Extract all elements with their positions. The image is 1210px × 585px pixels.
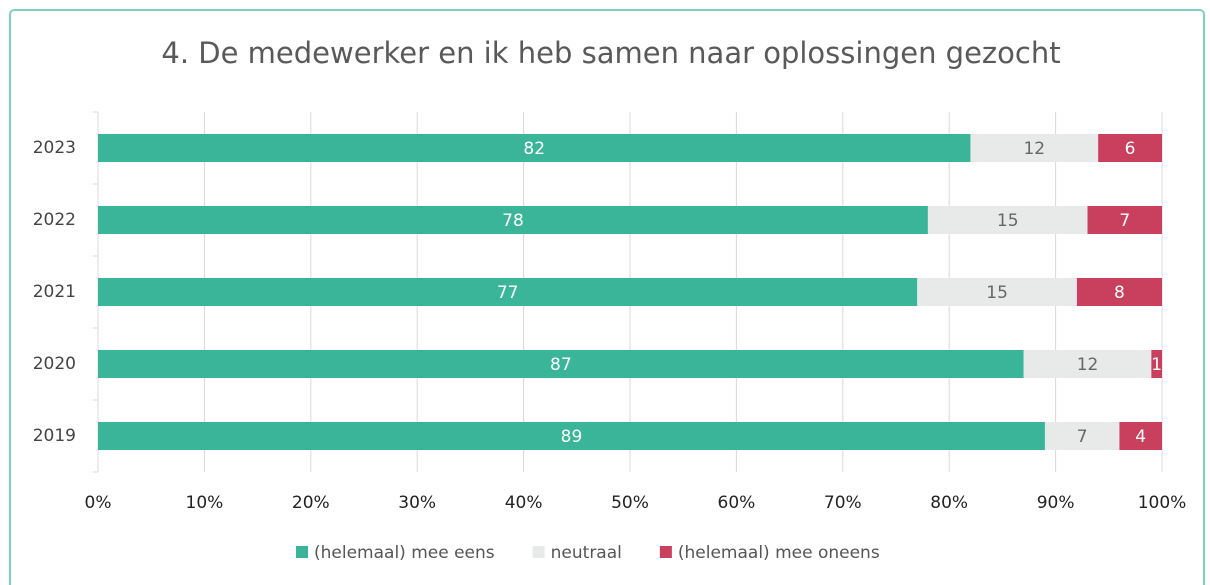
x-tick-label: 0% xyxy=(85,493,112,513)
bar-segment xyxy=(1023,350,1152,378)
bar-segment xyxy=(1044,422,1120,450)
bar-segment xyxy=(1076,278,1162,306)
legend-swatch xyxy=(532,546,545,558)
x-tick-label: 10% xyxy=(186,493,224,513)
bar-segment xyxy=(1119,422,1162,450)
data-label: 12 xyxy=(1023,139,1045,159)
y-tick-label: 2021 xyxy=(33,282,76,302)
bar-segment xyxy=(1087,206,1162,234)
x-tick-label: 70% xyxy=(824,493,862,513)
legend-label: (helemaal) mee oneens xyxy=(678,543,880,563)
y-tick-label: 2023 xyxy=(33,138,76,158)
data-label: 4 xyxy=(1135,427,1146,447)
data-label: 77 xyxy=(497,283,519,303)
bar-segment xyxy=(927,206,1088,234)
data-label: 8 xyxy=(1114,283,1125,303)
bar-segment xyxy=(98,134,971,162)
x-tick-label: 80% xyxy=(930,493,968,513)
legend-swatch xyxy=(296,546,308,558)
data-label: 87 xyxy=(550,355,572,375)
data-label: 12 xyxy=(1077,355,1099,375)
bar-segment xyxy=(98,350,1024,378)
data-label: 15 xyxy=(986,283,1008,303)
bar-segment xyxy=(970,134,1099,162)
x-tick-label: 90% xyxy=(1037,493,1075,513)
bar-segment xyxy=(1098,134,1162,162)
x-tick-label: 20% xyxy=(292,493,330,513)
legend-label: neutraal xyxy=(551,543,622,563)
bar-segment xyxy=(98,422,1045,450)
x-tick-label: 40% xyxy=(505,493,543,513)
chart-title: 4. De medewerker en ik heb samen naar op… xyxy=(161,36,1060,70)
x-tick-label: 30% xyxy=(398,493,436,513)
data-label: 6 xyxy=(1125,139,1136,159)
data-label: 89 xyxy=(561,427,583,447)
legend-label: (helemaal) mee eens xyxy=(314,543,495,563)
y-tick-label: 2022 xyxy=(33,210,76,230)
data-label: 15 xyxy=(997,211,1019,231)
x-tick-label: 50% xyxy=(611,493,649,513)
y-tick-label: 2020 xyxy=(33,354,76,374)
x-tick-label: 100% xyxy=(1138,493,1187,513)
bar-segment xyxy=(98,206,928,234)
data-label: 1 xyxy=(1151,355,1162,375)
y-tick-label: 2019 xyxy=(33,426,76,446)
bar-segment xyxy=(917,278,1077,306)
data-label: 7 xyxy=(1119,211,1130,231)
data-label: 82 xyxy=(523,139,545,159)
data-label: 78 xyxy=(502,211,524,231)
bar-segment xyxy=(1151,350,1162,378)
legend-swatch xyxy=(659,546,672,558)
bar-segment xyxy=(98,278,918,306)
x-tick-label: 60% xyxy=(718,493,756,513)
data-label: 7 xyxy=(1077,427,1088,447)
